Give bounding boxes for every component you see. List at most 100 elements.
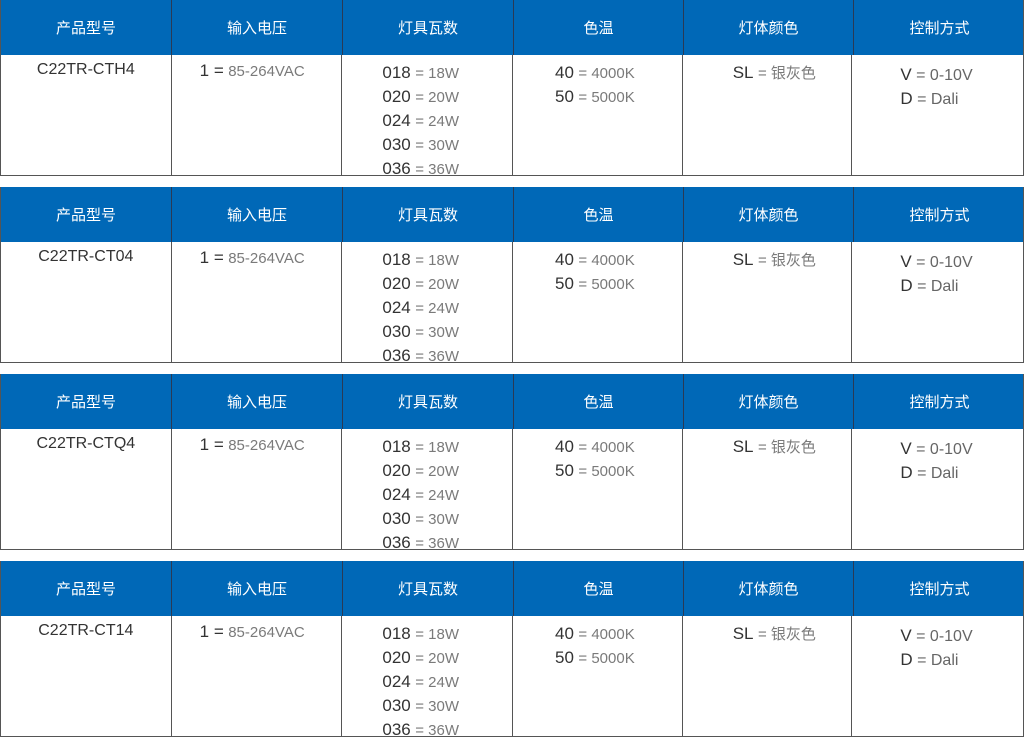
model-cell: C22TR-CTQ4 <box>1 429 172 549</box>
color-option-value: = 银灰色 <box>757 65 816 82</box>
control-cell: V = 0-10V D = Dali <box>852 429 1023 549</box>
table-row: C22TR-CTH4 1 = 85-264VAC 018 = 18W 020 = 20… <box>1 55 1023 178</box>
wattage-option-value: = 36W <box>415 722 459 739</box>
cct-option: 50 = 5000K <box>513 272 682 296</box>
header-cell: 色温 <box>514 0 684 55</box>
control-option-code: V <box>900 439 912 458</box>
control-cell: V = 0-10V D = Dali <box>852 242 1023 362</box>
model-name: C22TR-CTH4 <box>36 61 135 78</box>
wattage-option-code: 020 <box>382 87 411 106</box>
wattage-option-code: 036 <box>382 720 411 739</box>
header-cell: 色温 <box>514 561 684 616</box>
cct-option: 50 = 5000K <box>513 646 682 670</box>
cct-option-value: = 4000K <box>578 626 635 643</box>
wattage-option-code: 018 <box>382 624 411 643</box>
cct-option-value: = 5000K <box>578 276 635 293</box>
wattage-option: 036 = 36W <box>342 344 512 368</box>
model-cell: C22TR-CT14 <box>1 616 172 736</box>
cct-option-code: 50 <box>555 274 574 293</box>
voltage-option: 1 = 85-264VAC <box>200 61 342 81</box>
wattage-option-value: = 36W <box>415 535 459 552</box>
control-option-value: = Dali <box>917 652 959 669</box>
control-option-value: = Dali <box>917 278 959 295</box>
header-cell: 灯具瓦数 <box>343 0 514 55</box>
wattage-option-code: 024 <box>382 672 411 691</box>
cct-option-value: = 5000K <box>578 650 635 667</box>
voltage-code: 1 = <box>199 435 224 454</box>
control-option: V = 0-10V <box>852 63 1023 87</box>
control-option: V = 0-10V <box>852 250 1023 274</box>
wattage-option: 024 = 24W <box>342 670 512 694</box>
wattage-option-code: 024 <box>382 111 411 130</box>
wattage-option-code: 020 <box>382 461 411 480</box>
wattage-option-value: = 20W <box>415 650 459 667</box>
model-cell: C22TR-CT04 <box>1 242 172 362</box>
header-cell: 产品型号 <box>1 561 172 616</box>
wattage-option-value: = 18W <box>415 439 459 456</box>
model-cell: C22TR-CTH4 <box>1 55 172 175</box>
voltage-value: 85-264VAC <box>228 250 305 267</box>
spec-table: 产品型号 输入电压 灯具瓦数 色温 灯体颜色 控制方式 C22TR-CT04 1 = 85-2… <box>0 187 1024 365</box>
cct-option-value: = 4000K <box>578 65 635 82</box>
voltage-code: 1 = <box>199 622 224 641</box>
control-option-value: = 0-10V <box>916 441 973 458</box>
table-header: 产品型号 输入电压 灯具瓦数 色温 灯体颜色 控制方式 <box>1 561 1023 616</box>
color-option: SL = 银灰色 <box>683 622 852 646</box>
header-cell: 控制方式 <box>909 19 970 37</box>
header-cell: 灯体颜色 <box>684 374 854 429</box>
control-option-code: V <box>900 252 912 271</box>
wattage-option-value: = 30W <box>415 511 459 528</box>
wattage-option-value: = 30W <box>415 137 459 154</box>
wattage-option: 020 = 20W <box>342 646 512 670</box>
wattage-option: 020 = 20W <box>342 85 512 109</box>
wattage-option: 030 = 30W <box>342 507 512 531</box>
header-cell: 控制方式 <box>909 393 970 411</box>
wattage-option-code: 018 <box>382 63 411 82</box>
control-cell: V = 0-10V D = Dali <box>852 55 1023 175</box>
cct-cell: 40 = 4000K 50 = 5000K <box>513 429 683 549</box>
model-name: C22TR-CT04 <box>38 248 134 265</box>
header-cell: 产品型号 <box>1 0 172 55</box>
header-cell: 色温 <box>514 187 684 242</box>
cct-option-code: 40 <box>555 63 574 82</box>
color-option: SL = 银灰色 <box>683 61 852 85</box>
voltage-code: 1 = <box>199 61 224 80</box>
wattage-option: 020 = 20W <box>342 272 512 296</box>
control-option-code: D <box>900 89 913 108</box>
control-option: D = Dali <box>852 461 1023 485</box>
header-cell: 灯具瓦数 <box>343 374 514 429</box>
wattage-option-code: 024 <box>382 298 411 317</box>
wattage-option: 030 = 30W <box>342 694 512 718</box>
control-option: V = 0-10V <box>852 437 1023 461</box>
cct-option-value: = 4000K <box>578 252 635 269</box>
color-cell: SL = 银灰色 <box>683 55 853 175</box>
wattage-option: 018 = 18W <box>342 622 512 646</box>
wattage-option-code: 018 <box>382 437 411 456</box>
wattage-option: 036 = 36W <box>342 718 512 742</box>
wattage-option: 030 = 30W <box>342 133 512 157</box>
header-cell: 输入电压 <box>172 374 343 429</box>
wattage-cell: 018 = 18W 020 = 20W 024 = 24W 030 = 30W 036 … <box>342 429 514 552</box>
control-option-value: = Dali <box>917 465 959 482</box>
wattage-option-value: = 24W <box>415 674 459 691</box>
color-option-value: = 银灰色 <box>757 439 816 456</box>
header-cell: 输入电压 <box>172 187 343 242</box>
header-cell: 产品型号 <box>1 374 172 429</box>
cct-option: 40 = 4000K <box>513 622 682 646</box>
wattage-cell: 018 = 18W 020 = 20W 024 = 24W 030 = 30W 036 … <box>342 242 514 365</box>
cct-cell: 40 = 4000K 50 = 5000K <box>513 242 683 362</box>
wattage-option: 018 = 18W <box>342 61 512 85</box>
control-option-value: = 0-10V <box>916 254 973 271</box>
wattage-option: 018 = 18W <box>342 435 512 459</box>
wattage-option: 036 = 36W <box>342 157 512 181</box>
color-option-code: SL <box>732 250 754 269</box>
wattage-option-value: = 36W <box>415 161 459 178</box>
control-option-value: = Dali <box>917 91 959 108</box>
wattage-option-value: = 30W <box>415 698 459 715</box>
header-cell: 输入电压 <box>172 0 343 55</box>
voltage-value: 85-264VAC <box>228 437 305 454</box>
cct-option: 40 = 4000K <box>513 435 682 459</box>
wattage-option-code: 030 <box>382 509 411 528</box>
voltage-cell: 1 = 85-264VAC <box>172 55 343 175</box>
table-row: C22TR-CTQ4 1 = 85-264VAC 018 = 18W 020 = 20… <box>1 429 1023 552</box>
